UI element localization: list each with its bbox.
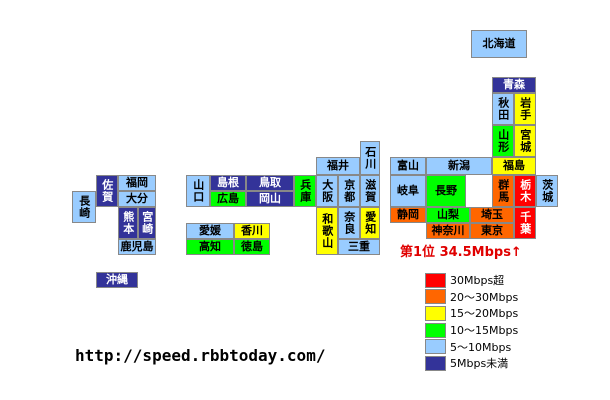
- prefecture: 佐賀: [96, 175, 118, 207]
- prefecture: 東京: [470, 223, 514, 239]
- legend-item: 5～10Mbps: [425, 338, 518, 355]
- prefecture: 三重: [338, 239, 380, 255]
- prefecture: 茨城: [536, 175, 558, 207]
- legend-swatch: [425, 305, 446, 321]
- prefecture: 大分: [118, 191, 156, 207]
- prefecture: 栃木: [514, 175, 536, 207]
- prefecture: 愛媛: [186, 223, 234, 239]
- legend-swatch: [425, 355, 446, 371]
- legend-item: 5Mbps未満: [425, 355, 518, 372]
- legend-label: 5Mbps未満: [450, 357, 509, 371]
- prefecture: 秋田: [492, 93, 514, 125]
- prefecture: 鹿児島: [118, 239, 156, 255]
- prefecture: 岐阜: [390, 175, 426, 207]
- prefecture: 福井: [316, 157, 360, 175]
- prefecture: 熊本: [118, 207, 138, 239]
- legend-item: 30Mbps超: [425, 272, 518, 289]
- annotation: 第1位 34.5Mbps↑: [400, 245, 522, 260]
- prefecture: 静岡: [390, 207, 426, 223]
- prefecture: 北海道: [471, 30, 527, 58]
- prefecture: 島根: [210, 175, 246, 191]
- prefecture: 富山: [390, 157, 426, 175]
- legend-item: 15～20Mbps: [425, 305, 518, 322]
- prefecture: 福島: [492, 157, 536, 175]
- prefecture: 和歌山: [316, 207, 338, 255]
- legend-swatch: [425, 322, 446, 338]
- prefecture: 愛知: [360, 207, 380, 239]
- legend-label: 15～20Mbps: [450, 307, 519, 321]
- legend-swatch: [425, 289, 446, 305]
- prefecture: 高知: [186, 239, 234, 255]
- legend: 30Mbps超 20～30Mbps 15～20Mbps 10～15Mbps 5～10Mb…: [425, 272, 518, 372]
- prefecture: 宮城: [514, 125, 536, 157]
- legend-label: 10～15Mbps: [450, 324, 519, 338]
- prefecture: 新潟: [426, 157, 492, 175]
- prefecture: 群馬: [492, 175, 514, 207]
- prefecture: 鳥取: [246, 175, 294, 191]
- prefecture: 埼玉: [470, 207, 514, 223]
- legend-swatch: [425, 272, 446, 288]
- legend-item: 20～30Mbps: [425, 289, 518, 306]
- prefecture: 沖縄: [96, 272, 138, 288]
- prefecture: 千葉: [514, 207, 536, 239]
- prefecture: 青森: [492, 77, 536, 93]
- prefecture: 長崎: [72, 191, 96, 223]
- legend-label: 30Mbps超: [450, 274, 505, 288]
- prefecture: 岩手: [514, 93, 536, 125]
- source-url: http://speed.rbbtoday.com/: [75, 346, 326, 365]
- prefecture: 長野: [426, 175, 466, 207]
- prefecture: 岡山: [246, 191, 294, 207]
- prefecture: 香川: [234, 223, 270, 239]
- prefecture: 石川: [360, 141, 380, 175]
- prefecture: 山口: [186, 175, 210, 207]
- legend-label: 20～30Mbps: [450, 290, 519, 304]
- prefecture: 奈良: [338, 207, 360, 239]
- prefecture: 京都: [338, 175, 360, 207]
- prefecture: 滋賀: [360, 175, 380, 207]
- prefecture: 徳島: [234, 239, 270, 255]
- prefecture: 大阪: [316, 175, 338, 207]
- prefecture: 山形: [492, 125, 514, 157]
- prefecture: 兵庫: [294, 175, 316, 207]
- prefecture: 山梨: [426, 207, 470, 223]
- prefecture: 福岡: [118, 175, 156, 191]
- prefecture: 神奈川: [426, 223, 470, 239]
- legend-label: 5～10Mbps: [450, 340, 512, 354]
- legend-item: 10～15Mbps: [425, 322, 518, 339]
- prefecture: 宮崎: [138, 207, 156, 239]
- legend-swatch: [425, 339, 446, 355]
- prefecture: 広島: [210, 191, 246, 207]
